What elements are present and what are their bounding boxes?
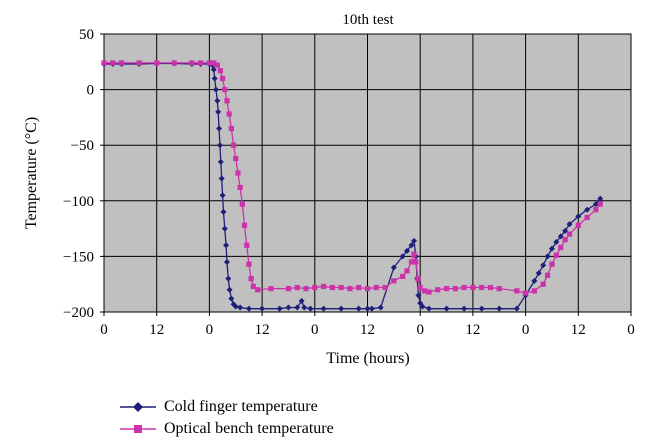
y-tick-label: −100 [63,194,94,210]
data-point [554,253,559,258]
data-point [233,156,238,161]
x-tick-label: 0 [206,322,214,338]
x-axis-title: Time (hours) [326,350,409,367]
data-point [303,286,308,291]
data-point [365,286,370,291]
data-point [255,287,260,292]
data-point [532,288,537,293]
data-point [218,68,223,73]
data-point [224,98,229,103]
data-point [584,215,589,220]
data-point [593,207,598,212]
data-point [549,262,554,267]
data-point [238,185,243,190]
data-point [453,286,458,291]
y-tick-labels: 50 0 −50 −100 −150 −200 [63,27,104,321]
data-point [567,232,572,237]
legend-item-cold-finger: Cold finger temperature [120,396,334,418]
data-point [172,60,177,65]
data-point [235,170,240,175]
x-tick-label: 0 [416,322,424,338]
data-point [545,273,550,278]
data-point [400,274,405,279]
data-point [189,60,194,65]
y-tick-label: 0 [87,83,95,99]
data-point [339,285,344,290]
data-point [321,284,326,289]
data-point [411,252,416,257]
x-tick-label: 12 [255,322,270,338]
y-tick-label: −200 [63,305,94,321]
data-point [198,60,203,65]
data-point [470,285,475,290]
legend-item-optical-bench: Optical bench temperature [120,418,334,440]
data-point [426,289,431,294]
y-tick-label: 50 [79,27,94,43]
x-tick-label: 0 [100,322,108,338]
data-point [488,285,493,290]
y-axis-title: Temperature (°C) [23,117,40,229]
data-point [558,245,563,250]
x-tick-label: 12 [360,322,375,338]
data-point [246,262,251,267]
x-tick-label: 12 [149,322,164,338]
data-point [295,285,300,290]
data-point [330,285,335,290]
data-point [240,202,245,207]
data-point [576,223,581,228]
data-point [227,111,232,116]
data-point [244,243,249,248]
data-point [541,282,546,287]
x-tick-labels: 0 12 0 12 0 12 0 12 0 12 0 [100,312,635,338]
legend-label-optical-bench: Optical bench temperature [164,420,334,438]
data-point [242,223,247,228]
data-point [462,285,467,290]
x-tick-label: 12 [465,322,480,338]
diamond-marker-icon [120,400,156,414]
data-point [598,202,603,207]
data-point [101,60,106,65]
data-point [514,288,519,293]
x-tick-label: 0 [522,322,530,338]
data-point [523,290,528,295]
data-point [347,286,352,291]
data-point [268,286,273,291]
y-tick-label: −150 [63,249,94,265]
legend-label-cold-finger: Cold finger temperature [164,398,318,416]
square-marker-icon [120,422,156,436]
data-point [497,286,502,291]
legend: Cold finger temperature Optical bench te… [120,396,334,440]
chart-title: 10th test [342,12,394,28]
data-point [215,63,220,68]
data-point [404,268,409,273]
data-point [312,285,317,290]
data-point [154,60,159,65]
x-tick-label: 12 [571,322,586,338]
x-tick-label: 0 [627,322,635,338]
data-point [220,76,225,81]
data-point [231,143,236,148]
data-point [563,237,568,242]
data-point [286,286,291,291]
data-point [444,286,449,291]
data-point [413,259,418,264]
data-point [229,126,234,131]
data-point [382,285,387,290]
data-point [479,285,484,290]
data-point [435,287,440,292]
data-point [391,278,396,283]
data-point [374,285,379,290]
data-point [110,60,115,65]
y-tick-label: −50 [71,138,94,154]
data-point [415,276,420,281]
data-point [137,60,142,65]
data-point [119,60,124,65]
data-point [222,87,227,92]
x-tick-label: 0 [311,322,319,338]
data-point [356,285,361,290]
data-point [249,276,254,281]
